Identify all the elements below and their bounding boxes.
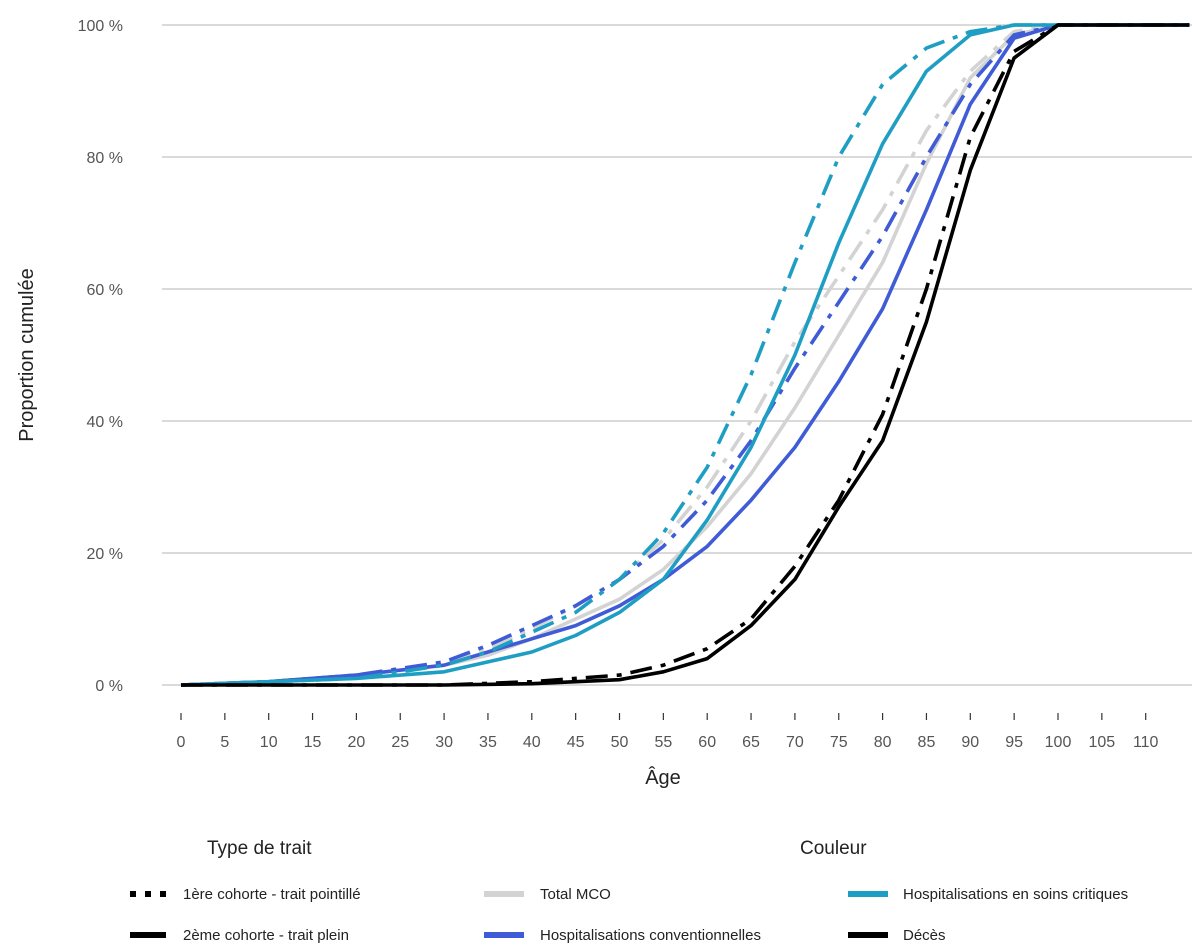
series-line-total-mco-cohorte-2 [180,23,1190,687]
x-tick-label: 80 [874,734,892,751]
grid [162,24,1192,686]
x-tick-label: 10 [260,734,278,751]
legend-color-title: Couleur [800,838,867,859]
y-tick-label: 20 % [87,546,123,563]
x-tick-label: 50 [611,734,629,751]
x-tick-label: 40 [523,734,541,751]
y-tick-label: 0 % [95,678,123,695]
x-tick-label: 5 [220,734,229,751]
series-line-d-c-s-cohorte-1 [181,23,1190,687]
y-tick-label: 60 % [87,282,123,299]
series-line-hospitalisations-en-soins-critiques-cohorte-2 [180,23,1190,687]
x-tick-label: 65 [742,734,760,751]
series-line-d-c-s-cohorte-2 [181,23,1190,687]
legend: Type de trait Couleur 1ère cohorte - tra… [130,838,1128,944]
series-line-hospitalisations-en-soins-critiques-cohorte-1 [180,23,1190,687]
x-tick-label: 100 [1045,734,1072,751]
x-tick-label: 105 [1088,734,1115,751]
x-tick-label: 55 [654,734,672,751]
y-tick-label: 80 % [87,150,123,167]
x-tick-label: 60 [698,734,716,751]
y-axis-title: Proportion cumulée [16,268,38,441]
legend-linetype-title: Type de trait [207,838,312,859]
x-axis-ticks: 0 5 10 15 20 25 30 35 40 45 50 55 60 65 70 75 80 85 90 95 10… [177,713,1159,751]
x-tick-label: 75 [830,734,848,751]
legend-label-deces: Décès [903,927,946,944]
series-line-hospitalisations-conventionnelles-cohorte-2 [180,23,1190,687]
x-axis-title: Âge [645,766,681,789]
x-tick-label: 25 [391,734,409,751]
x-tick-label: 30 [435,734,453,751]
legend-label-total-mco: Total MCO [540,886,611,903]
series-line-total-mco-cohorte-1 [180,23,1190,687]
legend-label-cohort-2: 2ème cohorte - trait plein [183,927,349,944]
x-tick-label: 20 [348,734,366,751]
series-line-hospitalisations-conventionnelles-cohorte-1 [180,23,1190,687]
legend-label-hosp-conv: Hospitalisations conventionnelles [540,927,761,944]
x-tick-label: 95 [1005,734,1023,751]
y-tick-labels: 0 % 20 % 40 % 60 % 80 % 100 % [78,18,123,695]
y-tick-label: 40 % [87,414,123,431]
x-tick-label: 110 [1133,734,1159,751]
x-tick-label: 45 [567,734,585,751]
x-tick-label: 15 [304,734,322,751]
series-lines [180,23,1190,687]
x-tick-label: 90 [961,734,979,751]
x-tick-label: 85 [918,734,936,751]
x-tick-label: 0 [177,734,186,751]
x-tick-label: 70 [786,734,804,751]
y-tick-label: 100 % [78,18,123,35]
legend-label-soins-critiques: Hospitalisations en soins critiques [903,886,1128,903]
x-tick-label: 35 [479,734,497,751]
legend-label-cohort-1: 1ère cohorte - trait pointillé [183,886,361,903]
